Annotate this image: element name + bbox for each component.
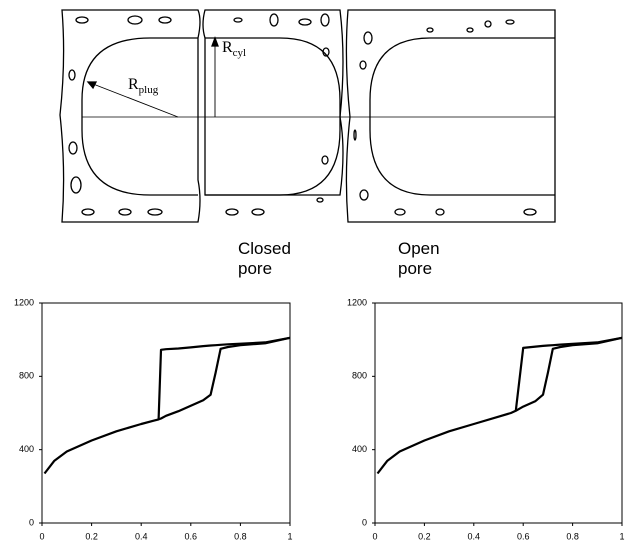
y-tick-label: 400 [19, 444, 34, 454]
isotherm-line [159, 338, 290, 420]
x-tick-label: 0.6 [517, 531, 530, 541]
y-tick-label: 0 [362, 517, 367, 527]
y-tick-label: 800 [19, 371, 34, 381]
x-tick-label: 0.2 [85, 531, 98, 541]
x-tick-label: 0.8 [566, 531, 579, 541]
x-tick-label: 0.2 [418, 531, 431, 541]
isotherm-line [45, 338, 291, 474]
y-tick-label: 1200 [14, 297, 34, 307]
x-tick-label: 0.4 [468, 531, 481, 541]
plug-radius-label: Rplug [128, 76, 159, 96]
x-tick-label: 1 [287, 531, 292, 541]
x-tick-label: 0.6 [185, 531, 198, 541]
plot-frame [42, 303, 290, 523]
page: {"diagram": {"labels": [{"base": "R", "s… [0, 0, 626, 544]
figure: Rplug Rcyl Closedpore 0 400 800 1200 0 0.2 0.4 0… [0, 0, 626, 544]
pore-diagram [60, 10, 555, 222]
x-tick-label: 0 [372, 531, 377, 541]
y-tick-label: 0 [29, 517, 34, 527]
cylinder-radius-label: Rcyl [222, 39, 246, 59]
isotherm-line [378, 338, 623, 474]
y-tick-label: 800 [352, 371, 367, 381]
x-tick-label: 0 [39, 531, 44, 541]
isotherm-line [516, 338, 622, 411]
x-tick-label: 0.4 [135, 531, 148, 541]
x-tick-label: 0.8 [234, 531, 247, 541]
x-tick-label: 1 [619, 531, 624, 541]
plot-frame [375, 303, 622, 523]
y-tick-label: 1200 [347, 297, 367, 307]
y-tick-label: 400 [352, 444, 367, 454]
